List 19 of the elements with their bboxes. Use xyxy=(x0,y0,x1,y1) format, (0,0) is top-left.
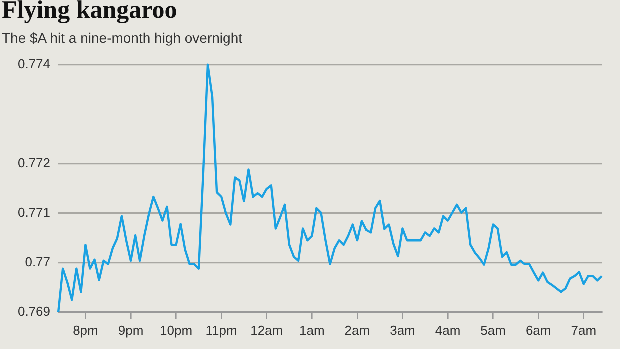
x-tick-label: 9pm xyxy=(118,322,144,338)
x-tick-label: 7am xyxy=(571,322,597,338)
x-tick-label: 6am xyxy=(526,322,552,338)
x-tick-label: 2am xyxy=(344,322,370,338)
y-tick-label: 0.774 xyxy=(18,56,51,72)
x-tick-label: 12am xyxy=(250,322,284,338)
x-tick-label: 10pm xyxy=(160,322,193,338)
x-tick-label: 1am xyxy=(300,322,325,338)
y-tick-label: 0.772 xyxy=(18,155,51,170)
y-tick-label: 0.771 xyxy=(18,204,51,220)
x-tick-label: 5am xyxy=(480,322,506,338)
x-tick-label: 8pm xyxy=(73,322,98,338)
y-tick-label: 0.77 xyxy=(25,254,51,270)
x-tick-label: 4am xyxy=(435,322,461,338)
x-tick-label: 3am xyxy=(390,322,416,338)
y-tick-label: 0.769 xyxy=(18,304,51,319)
chart-subtitle: The $A hit a nine-month high overnight xyxy=(2,30,242,46)
x-tick-label: 11pm xyxy=(206,322,238,338)
chart-title: Flying kangaroo xyxy=(2,0,178,25)
